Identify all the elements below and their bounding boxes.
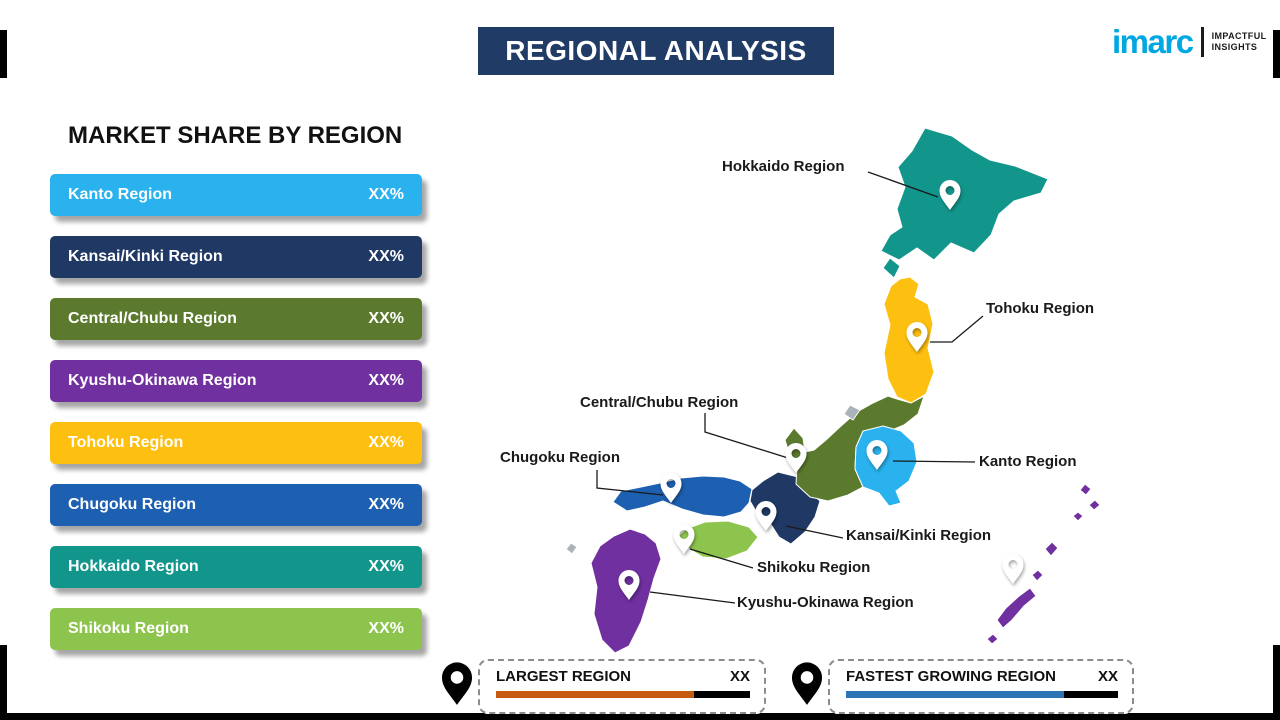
share-row-label: Kansai/Kinki Region <box>68 248 223 265</box>
share-row-label: Central/Chubu Region <box>68 310 237 327</box>
market-share-heading: MARKET SHARE BY REGION <box>68 122 403 149</box>
map-pin-kansai <box>755 501 777 531</box>
share-row-value: XX% <box>368 496 404 513</box>
fastest-growing-bar-main <box>846 691 1064 698</box>
fastest-growing-value: XX <box>1097 668 1118 685</box>
share-row-value: XX% <box>368 620 404 637</box>
okinawa-islet <box>1044 541 1059 557</box>
share-row-kyushu: Kyushu-Okinawa Region XX% <box>50 360 422 402</box>
leader-line-kyushu <box>649 591 736 604</box>
logo-tagline-line2: INSIGHTS <box>1211 41 1258 52</box>
map-label-chugoku: Chugoku Region <box>500 449 620 466</box>
share-row-value: XX% <box>368 310 404 327</box>
okinawa-islet <box>986 633 999 645</box>
bottom-black-bar <box>0 713 1280 720</box>
corner-accent-top-right <box>1273 30 1280 78</box>
map-region-kanto <box>854 425 918 507</box>
share-row-label: Kanto Region <box>68 186 172 203</box>
map-region-chugoku <box>612 475 753 518</box>
share-row-label: Shikoku Region <box>68 620 189 637</box>
largest-region-value: XX <box>729 668 750 685</box>
share-row-hokkaido: Hokkaido Region XX% <box>50 546 422 588</box>
share-row-chubu: Central/Chubu Region XX% <box>50 298 422 340</box>
map-pin-chubu <box>785 443 807 473</box>
share-row-label: Tohoku Region <box>68 434 184 451</box>
corner-accent-bottom-right <box>1273 645 1280 715</box>
island-tsushima <box>565 542 578 555</box>
fastest-growing-bar-end <box>1063 691 1118 698</box>
map-label-kyushu-okinawa: Kyushu-Okinawa Region <box>737 594 914 611</box>
leader-line-kansai <box>785 525 844 539</box>
map-label-tohoku: Tohoku Region <box>986 300 1095 317</box>
page-title: REGIONAL ANALYSIS <box>478 27 834 75</box>
okinawa-islet <box>1031 569 1044 582</box>
logo-tagline: IMPACTFUL INSIGHTS <box>1212 31 1267 53</box>
share-row-value: XX% <box>368 558 404 575</box>
share-row-kanto: Kanto Region XX% <box>50 174 422 216</box>
share-row-kansai: Kansai/Kinki Region XX% <box>50 236 422 278</box>
share-row-value: XX% <box>368 186 404 203</box>
corner-accent-bottom-left <box>0 645 7 715</box>
leader-line-kanto <box>892 460 976 463</box>
share-row-label: Chugoku Region <box>68 496 196 513</box>
leader-line-tohoku <box>930 315 984 343</box>
logo-divider <box>1200 26 1204 57</box>
share-row-value: XX% <box>368 372 404 389</box>
map-label-kansai: Kansai/Kinki Region <box>846 527 992 544</box>
imarc-logo: imarc IMPACTFUL INSIGHTS <box>1112 25 1267 58</box>
okinawa-islet <box>1088 499 1101 511</box>
okinawa-main-island <box>996 587 1037 629</box>
map-pin-kyushu <box>618 570 640 600</box>
share-row-chugoku: Chugoku Region XX% <box>50 484 422 526</box>
share-row-value: XX% <box>368 248 404 265</box>
okinawa-islet <box>1079 483 1092 496</box>
largest-region-label: LARGEST REGION <box>496 668 632 685</box>
largest-region-bar-end <box>694 691 750 698</box>
largest-region-legend: LARGEST REGION XX <box>478 659 766 714</box>
island-sado <box>843 404 861 421</box>
market-share-list: Kanto Region XX% Kansai/Kinki Region XX%… <box>50 174 422 670</box>
share-row-label: Kyushu-Okinawa Region <box>68 372 257 389</box>
hokkaido-tail <box>882 257 901 279</box>
leader-line-chugoku <box>596 470 664 496</box>
map-region-okinawa-islands <box>986 483 1101 645</box>
map-label-shikoku: Shikoku Region <box>757 559 871 576</box>
largest-region-bar-main <box>496 691 695 698</box>
share-row-shikoku: Shikoku Region XX% <box>50 608 422 650</box>
map-pin-kanto <box>866 440 888 470</box>
map-pin-okinawa <box>1002 554 1024 584</box>
share-row-value: XX% <box>368 434 404 451</box>
map-label-kanto: Kanto Region <box>979 453 1077 470</box>
map-pin-shikoku <box>673 524 695 554</box>
leader-line-chubu <box>704 413 789 459</box>
okinawa-islet <box>1072 511 1084 522</box>
fastest-growing-bar <box>846 691 1118 698</box>
logo-tagline-line1: IMPACTFUL <box>1211 30 1267 41</box>
corner-accent-top-left <box>0 30 7 78</box>
fastest-growing-legend: FASTEST GROWING REGION XX <box>828 659 1134 714</box>
fastest-growing-label: FASTEST GROWING REGION <box>846 668 1057 685</box>
share-row-tohoku: Tohoku Region XX% <box>50 422 422 464</box>
map-region-hokkaido <box>880 127 1049 261</box>
map-pin-tohoku <box>906 322 928 352</box>
logo-brand-text: imarc <box>1112 23 1194 60</box>
share-row-label: Hokkaido Region <box>68 558 199 575</box>
fastest-growing-pin-icon <box>791 662 823 705</box>
map-pin-chugoku <box>660 473 682 503</box>
map-region-chubu <box>784 394 925 502</box>
largest-region-bar <box>496 691 750 698</box>
leader-line-shikoku <box>689 548 754 569</box>
largest-region-pin-icon <box>441 662 473 705</box>
map-label-hokkaido: Hokkaido Region <box>722 158 845 175</box>
leader-line-hokkaido <box>867 171 939 198</box>
map-label-central-chubu: Central/Chubu Region <box>580 394 739 411</box>
map-pin-hokkaido <box>939 180 961 210</box>
